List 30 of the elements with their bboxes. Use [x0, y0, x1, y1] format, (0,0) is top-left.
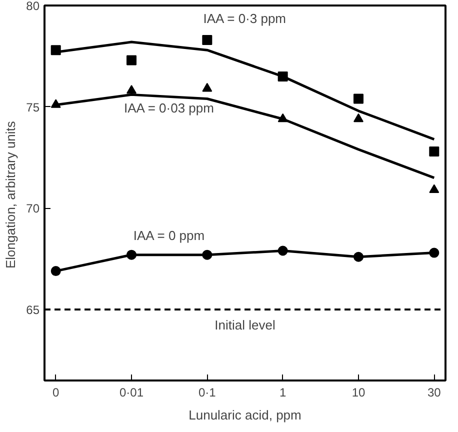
series-label: IAA = 0·3 ppm: [203, 10, 286, 26]
x-tick-label: 30: [427, 386, 442, 400]
x-tick-label: 0·1: [198, 386, 216, 400]
x-tick-label: 0: [52, 386, 60, 400]
point: [50, 266, 61, 276]
y-tick-label: 65: [26, 303, 40, 318]
point: [278, 246, 288, 256]
series-label: IAA = 0 ppm: [133, 228, 205, 243]
y-tick-label: 80: [26, 0, 40, 13]
point: [202, 82, 212, 92]
point: [429, 184, 440, 194]
point: [353, 94, 364, 104]
x-tick-label: 10: [352, 386, 366, 400]
point: [126, 55, 137, 66]
point: [202, 250, 212, 260]
point: [353, 113, 364, 122]
point: [353, 252, 364, 262]
point: [429, 248, 440, 258]
y-tick-label: 75: [26, 100, 40, 114]
point: [126, 84, 137, 94]
x-axis-title: Lunularic acid, ppm: [188, 408, 302, 422]
x-tick-label: 1: [279, 386, 286, 400]
ref-line-label: Initial level: [214, 318, 276, 333]
series-label: IAA = 0·03 ppm: [124, 100, 214, 116]
y-axis-title: Elongation, arbitrary units: [3, 120, 18, 269]
point: [126, 250, 137, 260]
point: [202, 34, 212, 45]
point: [429, 146, 440, 156]
x-tick-label: 0·01: [120, 386, 144, 400]
y-tick-label: 70: [26, 202, 40, 216]
